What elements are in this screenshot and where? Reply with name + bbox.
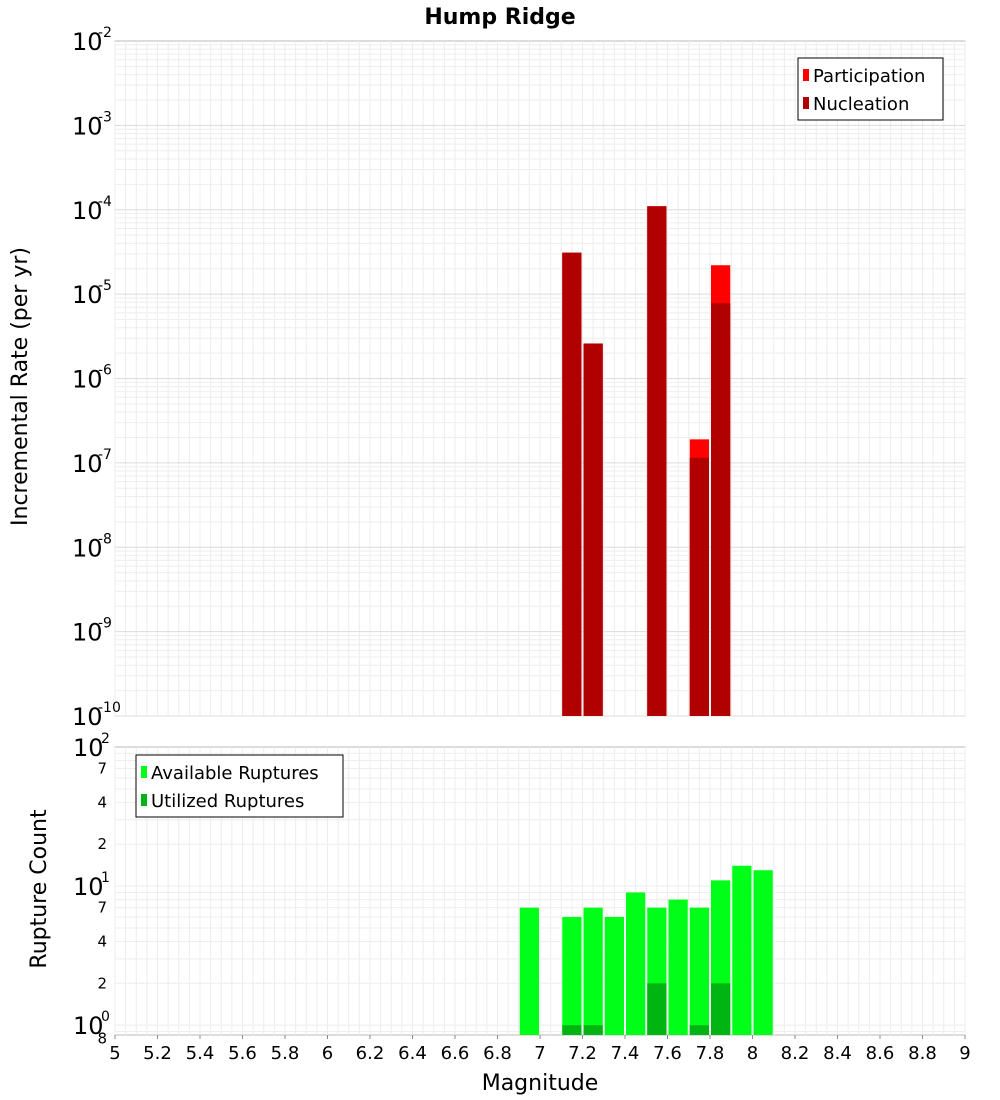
bottom-bar-a — [519, 907, 539, 1035]
top-bar-b — [583, 343, 603, 716]
x-tick-label: 7.4 — [611, 1043, 640, 1064]
bottom-y-minor-tick: 7 — [97, 760, 107, 778]
x-tick-label: 5.8 — [271, 1043, 300, 1064]
x-tick-label: 6.8 — [483, 1043, 512, 1064]
top-y-tick-base: 10 — [72, 281, 103, 309]
bottom-bar-a — [689, 907, 709, 1035]
top-y-tick-exponent: -9 — [98, 616, 112, 632]
bottom-y-minor-tick: 2 — [97, 835, 107, 853]
top-bar-b — [562, 252, 582, 716]
bottom-bar-b — [689, 1025, 709, 1035]
bottom-bar-a — [583, 907, 603, 1035]
top-y-tick-exponent: -7 — [98, 447, 112, 463]
top-y-tick-base: 10 — [72, 197, 103, 225]
x-tick-label: 6.6 — [441, 1043, 470, 1064]
bottom-bar-b — [583, 1025, 603, 1035]
top-y-tick-base: 10 — [72, 28, 103, 56]
x-tick-labels: 5 5.2 5.4 5.6 5.8 6 6.2 6.4 6.6 6.8 7 7.2 7.4 7.6 7.8 8… — [109, 1035, 971, 1064]
bottom-bars — [519, 865, 773, 1035]
top-legend-swatch — [803, 69, 809, 81]
bottom-bar-a — [626, 892, 646, 1035]
bottom-legend-swatch — [141, 794, 147, 806]
bottom-y-minor-tick: 4 — [97, 793, 107, 811]
bottom-legend-label: Utilized Ruptures — [151, 791, 304, 812]
x-tick-label: 7.6 — [653, 1043, 682, 1064]
bottom-y-tick-exponent: 1 — [101, 870, 110, 886]
top-bar-b — [711, 303, 731, 716]
top-y-axis-title: Incremental Rate (per yr) — [8, 247, 33, 526]
top-y-tick-exponent: -5 — [98, 278, 112, 294]
x-tick-label: 7.2 — [568, 1043, 597, 1064]
bottom-bar-a — [732, 865, 752, 1035]
x-tick-label: 8.8 — [908, 1043, 937, 1064]
top-y-tick-base: 10 — [72, 450, 103, 478]
x-tick-label: 8 — [747, 1043, 758, 1064]
bottom-legend-swatch — [141, 766, 147, 778]
top-y-tick-exponent: -3 — [98, 109, 112, 125]
bottom-y-tick-exponent: 2 — [101, 731, 110, 747]
bottom-legend-label: Available Ruptures — [151, 763, 319, 784]
bottom-y-minor-tick: 7 — [97, 899, 107, 917]
top-legend-swatch — [803, 97, 809, 109]
x-axis-title: Magnitude — [482, 1071, 599, 1096]
top-y-tick-exponent: -2 — [98, 25, 112, 41]
top-legend: Participation Nucleation — [797, 57, 944, 121]
x-tick-label: 8.4 — [823, 1043, 852, 1064]
top-legend-label: Nucleation — [813, 94, 909, 115]
bottom-y-tick-base: 10 — [73, 873, 104, 901]
top-y-tick-base: 10 — [72, 366, 103, 394]
bottom-y-tick-base: 10 — [73, 1012, 104, 1040]
bottom-y-axis-title: Rupture Count — [27, 809, 52, 969]
x-tick-label: 6.4 — [398, 1043, 427, 1064]
bottom-bar-a — [604, 916, 624, 1035]
bottom-bar-b — [647, 983, 667, 1035]
bottom-bar-a — [562, 916, 582, 1035]
x-tick-label: 5.2 — [143, 1043, 172, 1064]
top-legend-box — [797, 57, 944, 121]
bottom-y-minor-tick: 4 — [97, 932, 107, 950]
bottom-bar-b — [562, 1025, 582, 1035]
top-gridlines — [114, 41, 966, 717]
bottom-bar-b — [711, 983, 731, 1035]
top-bars — [562, 206, 731, 716]
x-tick-label: 7 — [534, 1043, 545, 1064]
top-y-tick-exponent: -10 — [98, 700, 121, 716]
top-bar-b — [689, 457, 709, 716]
bottom-legend: Available Ruptures Utilized Ruptures — [135, 754, 344, 818]
top-y-tick-base: 10 — [72, 112, 103, 140]
bottom-y-tick-base: 10 — [73, 734, 104, 762]
x-tick-label: 5.4 — [186, 1043, 215, 1064]
top-y-tick-exponent: -8 — [98, 531, 112, 547]
x-tick-label: 6 — [322, 1043, 333, 1064]
top-y-tick-exponent: -4 — [98, 194, 112, 210]
x-tick-label: 8.6 — [866, 1043, 895, 1064]
top-bar-b — [647, 206, 667, 716]
bottom-y-tick-exponent: 0 — [101, 1009, 110, 1025]
bottom-bar-a — [668, 899, 688, 1035]
bottom-legend-box — [135, 754, 344, 818]
x-tick-label: 6.2 — [356, 1043, 385, 1064]
top-legend-label: Participation — [813, 66, 925, 87]
top-y-tick-base: 10 — [72, 703, 103, 731]
x-tick-label: 5 — [109, 1043, 120, 1064]
top-y-tick-exponent: -6 — [98, 363, 112, 379]
top-y-tick-base: 10 — [72, 619, 103, 647]
bottom-y-minor-tick: 2 — [97, 974, 107, 992]
x-tick-label: 5.6 — [228, 1043, 257, 1064]
x-tick-label: 7.8 — [696, 1043, 725, 1064]
x-tick-label: 9 — [959, 1043, 970, 1064]
chart-title: Hump Ridge — [424, 5, 575, 30]
top-y-tick-base: 10 — [72, 534, 103, 562]
x-tick-label: 8.2 — [781, 1043, 810, 1064]
bottom-y-minor-tick: 8 — [97, 1030, 107, 1048]
bottom-bar-a — [753, 870, 773, 1035]
